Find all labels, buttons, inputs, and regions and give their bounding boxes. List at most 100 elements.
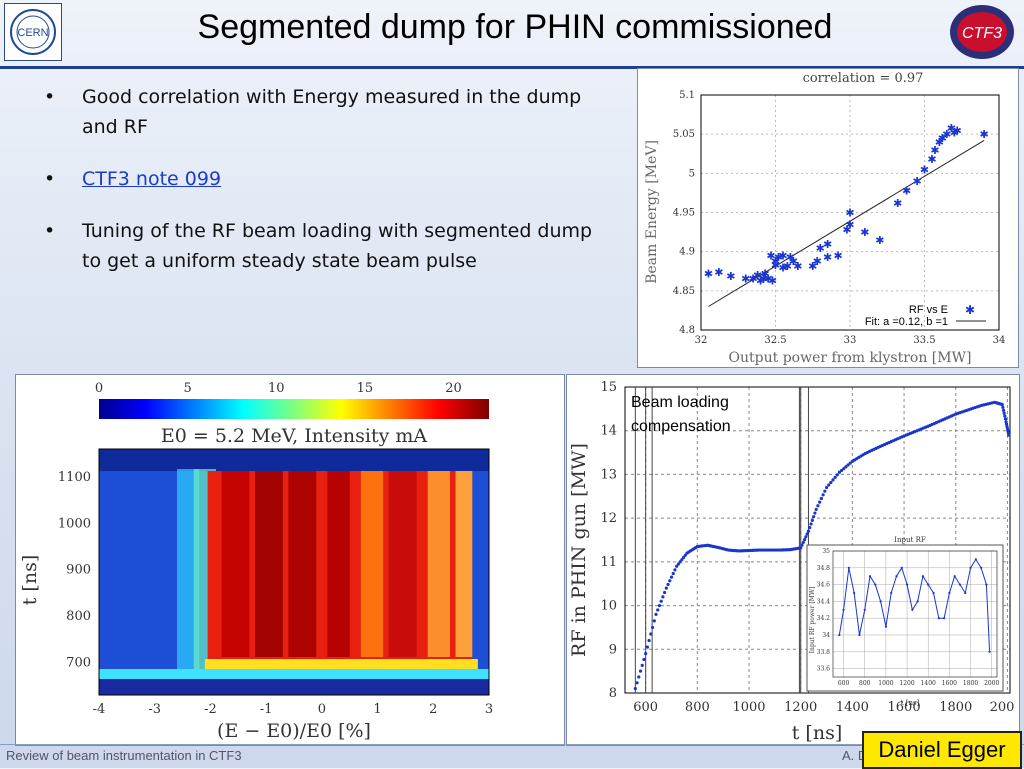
inset-line [838, 558, 991, 652]
inset-point [895, 575, 898, 578]
y-tick-label: 1000 [58, 516, 91, 531]
data-point: ✱ [771, 255, 780, 268]
data-point: ✱ [793, 260, 802, 273]
data-point: ✱ [920, 163, 929, 176]
data-point [801, 540, 805, 544]
inset-frame [832, 550, 998, 678]
data-point: ✱ [778, 261, 787, 274]
data-point [802, 537, 807, 542]
data-point: ✱ [953, 124, 962, 137]
inset-point [985, 583, 988, 586]
data-point: ✱ [726, 270, 735, 283]
data-point [819, 496, 823, 501]
x-tick-label: 1800 [939, 700, 972, 715]
data-point [650, 625, 655, 630]
data-point [809, 522, 813, 526]
data-point [678, 560, 682, 564]
heatmap-stripe [288, 471, 317, 657]
inset-point [953, 575, 956, 578]
data-point: ✱ [768, 275, 777, 288]
data-point [805, 532, 809, 536]
y-tick-label: 14 [600, 424, 617, 439]
data-points: ✱ ✱ ✱ ✱✱✱✱✱✱✱✱✱✱✱✱✱✱✱✱✱✱ ✱✱✱✱✱✱✱✱✱✱✱✱✱✱✱✱✱✱✱… [704, 122, 989, 288]
inset-y-tick: 33.8 [817, 649, 831, 656]
data-point: ✱ [875, 234, 884, 247]
x-tick-label: 2 [429, 702, 437, 717]
x-tick-label: 32 [695, 335, 708, 346]
axis-ticks: 600 800 1000 1200 1400 1600 1800 200 8 9 10 11 12 13 1… [600, 380, 1014, 715]
data-point: ✱ [845, 207, 854, 220]
data-point: ✱ [823, 238, 832, 251]
data-point: ✱ [789, 255, 798, 268]
inset-y-tick: 34 [822, 632, 830, 639]
note-link[interactable]: CTF3 note 099 [82, 168, 222, 190]
y-tick-label: 900 [66, 563, 91, 578]
data-point [814, 507, 818, 511]
heatmap-bottom-band [99, 677, 489, 695]
inset-point [927, 583, 930, 586]
data-point [638, 669, 643, 673]
data-point: ✱ [930, 144, 939, 157]
data-point [835, 473, 839, 477]
bullet-dot: • [44, 168, 56, 190]
data-point [848, 461, 852, 465]
colorbar-tick-label: 20 [445, 381, 462, 396]
heatmap-stripe [388, 471, 417, 657]
data-point [633, 687, 637, 691]
y-tick-label: 700 [66, 656, 91, 671]
data-point [680, 558, 684, 562]
data-point: ✱ [902, 185, 911, 198]
data-point [676, 562, 681, 566]
data-point: ✱ [774, 251, 783, 264]
data-point: ✱ [938, 132, 947, 145]
colorbar-tick-label: 0 [95, 381, 103, 396]
inset-x-tick: 1400 [921, 680, 936, 687]
data-point: ✱ [753, 269, 762, 282]
x-tick-label: 33.5 [913, 335, 935, 346]
heatmap-stripe [455, 471, 473, 657]
data-point [840, 468, 844, 473]
axis-ticks: 32 32.5 33 33.5 34 4.8 4.85 4.9 4.95 5 5.05 5.1 [673, 90, 1006, 346]
data-point [669, 575, 674, 579]
data-point: ✱ [860, 226, 869, 239]
heatmap-stripe [221, 471, 250, 657]
data-point [1003, 414, 1007, 418]
data-point [673, 568, 677, 572]
colorbar-ticks: 0 5 10 15 20 [95, 381, 462, 396]
data-point: ✱ [749, 272, 758, 285]
inset-point [838, 633, 841, 637]
inset-point [921, 575, 925, 578]
inset-point [932, 591, 935, 595]
inset-ticks: 600 800 1000 1200 1400 1600 1800 2000 33.6 33.8 34… [817, 548, 1000, 687]
data-point: ✱ [714, 266, 723, 279]
inset-y-tick: 33.6 [817, 666, 831, 673]
data-point [806, 529, 811, 533]
data-point: ✱ [833, 250, 842, 263]
footer-text: Review of beam instrumentation in CTF3 [6, 748, 242, 763]
author-badge: Daniel Egger [862, 731, 1022, 769]
data-point [831, 478, 835, 482]
heatmap-stripe [327, 471, 350, 657]
data-point [666, 582, 670, 587]
cern-logo-text: CERN [17, 27, 48, 39]
inset-y-tick: 34.8 [817, 565, 831, 572]
heatmap-stripe [360, 471, 384, 657]
inset-x-label: t [ns] [901, 699, 920, 707]
inset-point [948, 591, 951, 595]
inset-x-tick: 1200 [899, 680, 914, 687]
data-point: ✱ [912, 175, 921, 188]
heatmap-panel: 0 5 10 15 20 E0 = 5.2 MeV, Intensity mA -4 -3… [15, 374, 565, 746]
legend-marker: ✱ [965, 303, 975, 317]
data-point [827, 483, 831, 487]
heatmap-frame [98, 448, 490, 696]
y-tick-label: 4.9 [679, 247, 695, 258]
data-point: ✱ [942, 128, 951, 141]
y-tick-label: 800 [66, 609, 91, 624]
data-point: ✱ [813, 255, 822, 268]
x-tick-label: 1600 [888, 700, 921, 715]
inset-point [937, 617, 940, 620]
x-tick-label: 1 [373, 702, 381, 717]
colorbar-tick-label: 15 [357, 381, 374, 396]
data-point: ✱ [823, 251, 832, 264]
bullet-dot: • [44, 220, 56, 242]
